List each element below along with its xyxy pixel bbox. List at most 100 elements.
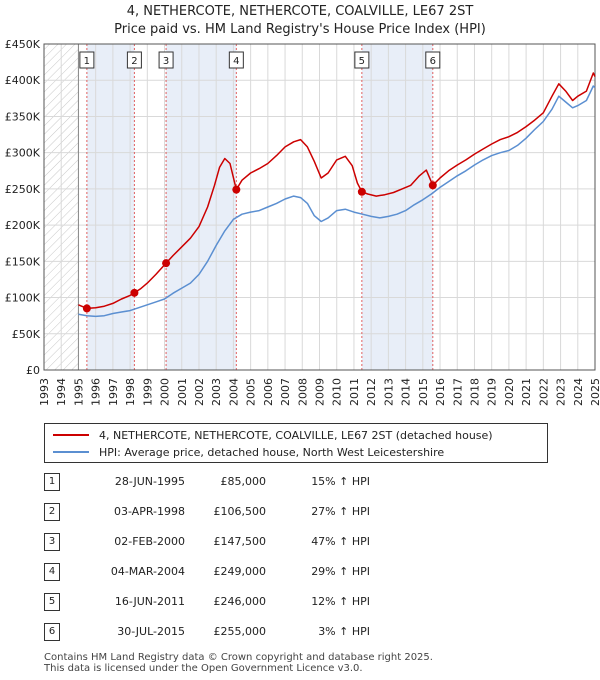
y-tick-label: £0: [26, 364, 40, 377]
sale-number-box: [126, 51, 142, 69]
sale-row: 5 16-JUN-2011 £246,000 12% ↑ HPI: [0, 593, 600, 613]
y-tick-label: £400K: [5, 74, 41, 87]
sale-number-label: 1: [84, 56, 90, 67]
x-tick-label: 2016: [434, 378, 447, 406]
sale-point: [428, 181, 437, 190]
sale-hpi-diff: 47% ↑ HPI: [311, 535, 370, 548]
x-tick-label: 2007: [279, 378, 292, 406]
x-tick-label: 2003: [210, 378, 223, 406]
sale-row: 2 03-APR-1998 £106,500 27% ↑ HPI: [0, 503, 600, 523]
sale-number-box: [158, 51, 174, 69]
x-tick-label: 2025: [589, 378, 600, 406]
legend-swatch-blue: [53, 451, 89, 453]
legend-swatch-red: [53, 434, 89, 436]
x-tick-label: 2019: [486, 378, 499, 406]
hpi-series-line: [78, 85, 596, 318]
sale-hpi-diff: 29% ↑ HPI: [311, 565, 370, 578]
sale-point: [232, 185, 241, 194]
sale-price: £246,000: [213, 595, 267, 608]
sale-price: £106,500: [213, 505, 267, 518]
chart-title: 4, NETHERCOTE, NETHERCOTE, COALVILLE, LE…: [126, 4, 474, 19]
legend-label-property: 4, NETHERCOTE, NETHERCOTE, COALVILLE, LE…: [99, 428, 493, 442]
sale-number-badge: 5: [44, 593, 60, 611]
x-tick-label: 1994: [55, 378, 68, 406]
x-tick-label: 2005: [245, 378, 258, 406]
y-tick-label: £150K: [5, 255, 41, 268]
x-tick-label: 2023: [555, 378, 568, 406]
sale-number-badge: 2: [44, 503, 60, 521]
sale-hpi-diff: 12% ↑ HPI: [311, 595, 370, 608]
chart-subtitle: Price paid vs. HM Land Registry's House …: [114, 22, 486, 37]
attribution-footer: Contains HM Land Registry data © Crown c…: [44, 652, 433, 674]
x-tick-label: 2012: [365, 378, 378, 406]
plot-border: [43, 43, 596, 371]
sale-number-badge: 3: [44, 533, 60, 551]
sale-number-box: [79, 51, 95, 69]
sale-date: 03-APR-1998: [113, 505, 185, 518]
sale-price: £249,000: [213, 565, 267, 578]
sale-row: 1 28-JUN-1995 £85,000 15% ↑ HPI: [0, 473, 600, 493]
chart-legend: 4, NETHERCOTE, NETHERCOTE, COALVILLE, LE…: [44, 423, 548, 463]
x-tick-label: 2002: [193, 378, 206, 406]
x-tick-label: 2000: [159, 378, 172, 406]
x-tick-label: 2021: [520, 378, 533, 406]
sale-date: 16-JUN-2011: [114, 595, 185, 608]
sale-number-box: [228, 51, 244, 69]
legend-label-hpi: HPI: Average price, detached house, Nort…: [99, 445, 445, 459]
sale-number-label: 6: [430, 56, 436, 67]
x-tick-label: 2024: [572, 378, 585, 406]
attribution-line-1: Contains HM Land Registry data © Crown c…: [44, 652, 433, 663]
y-tick-label: £250K: [5, 183, 41, 196]
sale-period-band: [166, 44, 237, 370]
sale-number-label: 5: [359, 56, 365, 67]
sale-price: £255,000: [213, 625, 267, 638]
sale-number-box: [354, 51, 370, 69]
x-tick-label: 2013: [382, 378, 395, 406]
legend-item-hpi: HPI: Average price, detached house, Nort…: [53, 444, 444, 460]
sale-period-band: [361, 44, 433, 370]
sale-hpi-diff: 3% ↑ HPI: [318, 625, 370, 638]
x-tick-label: 1998: [124, 378, 137, 406]
x-tick-label: 1996: [90, 378, 103, 406]
x-tick-label: 2014: [400, 378, 413, 406]
sale-row: 3 02-FEB-2000 £147,500 47% ↑ HPI: [0, 533, 600, 553]
sale-date: 28-JUN-1995: [114, 475, 185, 488]
x-tick-label: 2001: [176, 378, 189, 406]
sale-hpi-diff: 15% ↑ HPI: [311, 475, 370, 488]
x-tick-label: 1999: [141, 378, 154, 406]
sale-point: [130, 288, 139, 297]
attribution-line-2: This data is licensed under the Open Gov…: [44, 663, 363, 674]
sale-number-label: 2: [131, 56, 137, 67]
sale-point: [357, 187, 366, 196]
x-tick-label: 2004: [227, 378, 240, 406]
y-tick-label: £50K: [12, 328, 41, 341]
x-tick-label: 2022: [537, 378, 550, 406]
sale-date: 04-MAR-2004: [110, 565, 185, 578]
y-tick-label: £300K: [5, 147, 41, 160]
sale-point: [162, 259, 171, 268]
legend-item-property: 4, NETHERCOTE, NETHERCOTE, COALVILLE, LE…: [53, 427, 493, 443]
sale-period-band: [86, 44, 135, 370]
x-tick-label: 1997: [107, 378, 120, 406]
x-tick-label: 1993: [38, 378, 51, 406]
sale-point: [82, 304, 91, 313]
sale-number-badge: 1: [44, 473, 60, 491]
x-tick-label: 2008: [296, 378, 309, 406]
x-tick-label: 2010: [331, 378, 344, 406]
sale-number-label: 4: [233, 56, 239, 67]
sale-date: 30-JUL-2015: [117, 625, 185, 638]
x-tick-label: 2009: [314, 378, 327, 406]
x-tick-label: 2011: [348, 378, 361, 406]
y-tick-label: £100K: [5, 292, 41, 305]
x-tick-label: 1995: [72, 378, 85, 406]
sale-row: 6 30-JUL-2015 £255,000 3% ↑ HPI: [0, 623, 600, 643]
x-tick-label: 2020: [503, 378, 516, 406]
y-tick-label: £350K: [5, 110, 41, 123]
sale-price: £85,000: [220, 475, 267, 488]
price-chart: 1 2 3 4 5 6 £0 £50K £100K £150K £200K £250K £300K £35…: [5, 38, 600, 406]
sale-row: 4 04-MAR-2004 £249,000 29% ↑ HPI: [0, 563, 600, 583]
x-tick-label: 2017: [451, 378, 464, 406]
sale-number-box: [425, 51, 441, 69]
x-tick-label: 2006: [262, 378, 275, 406]
sale-date: 02-FEB-2000: [114, 535, 185, 548]
